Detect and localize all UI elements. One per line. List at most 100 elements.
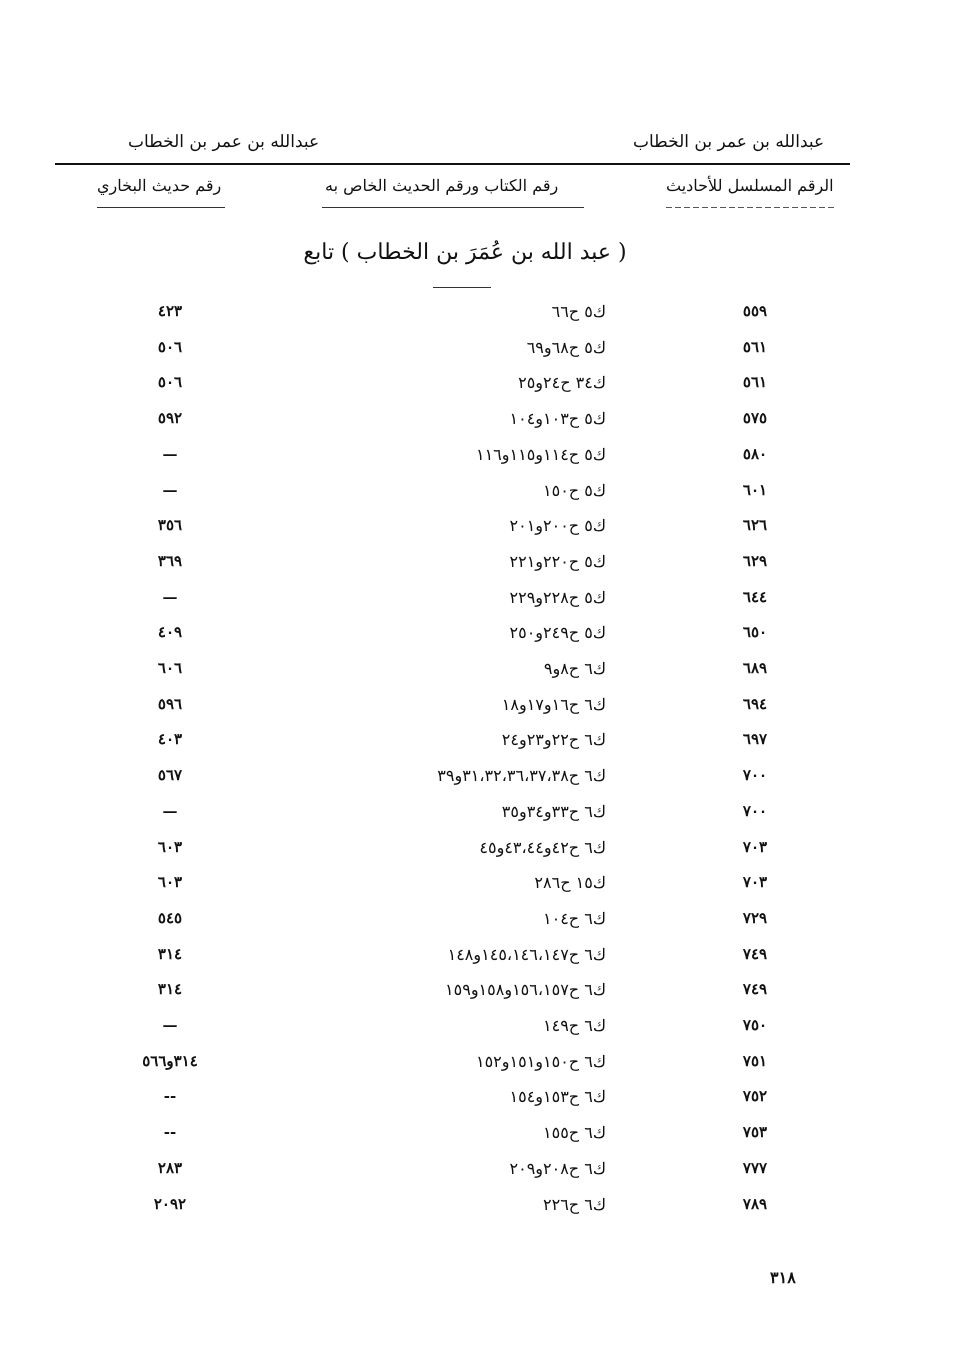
bukhari-number: ٦٠٦ (157, 659, 183, 677)
serial-number: ٦٩٧ (742, 730, 768, 749)
book-hadith-ref: ك٦ ح١٥٠و١٥١و١٥٢ (475, 1051, 606, 1071)
table-row: ٦٠١ ك٥ ح١٥٠ — (0, 481, 956, 511)
book-hadith-ref: ك٥ ح١٥٠ (543, 480, 606, 500)
bukhari-number: ٢٠٩٢ (153, 1194, 187, 1213)
serial-number: ٦٢٩ (742, 551, 768, 570)
bukhari-number: ٤٠٩ (157, 623, 183, 642)
column-header-serial: الرقم المسلسل للأحاديث (666, 176, 834, 195)
bukhari-number: ٥٤٥ (157, 908, 183, 927)
book-hadith-ref: ك٦ ح١٦و١٧و١٨ (501, 694, 606, 714)
serial-number: ٧٠٣ (742, 873, 768, 892)
serial-number: ٧٥٣ (742, 1123, 768, 1142)
bukhari-number: ٦٠٣ (157, 837, 183, 856)
serial-number: ٧٤٩ (742, 980, 768, 999)
book-hadith-ref: ك١٥ ح٢٨٦ (534, 873, 606, 893)
running-head-right: عبدالله بن عمر بن الخطاب (633, 132, 825, 152)
table-row: ٧٠٣ ك٦ ح٤٢و٤٣،٤٤و٤٥ ٦٠٣ (0, 838, 956, 868)
bukhari-number: — (162, 480, 178, 499)
bukhari-number: — (162, 444, 178, 463)
serial-number: ٥٦١ (742, 373, 768, 392)
book-hadith-ref: ك٦ ح٢٠٨و٢٠٩ (509, 1158, 607, 1178)
bukhari-number: ٣١٤ (157, 980, 183, 999)
table-row: ٦٢٩ ك٥ ح٢٢٠و٢٢١ ٣٦٩ (0, 552, 956, 582)
book-hadith-ref: ك٦ ح٢٢٦ (543, 1194, 606, 1214)
serial-number: ٦٥٠ (742, 623, 768, 642)
serial-number: ٥٥٩ (742, 302, 768, 320)
serial-number: ٦٠١ (742, 480, 768, 499)
serial-number: ٧٥١ (742, 1051, 768, 1070)
table-row: ٧٨٩ ك٦ ح٢٢٦ ٢٠٩٢ (0, 1195, 956, 1225)
bukhari-number: ٦٠٣ (157, 873, 183, 892)
book-hadith-ref: ك٥ ح٢٢٠و٢٢١ (509, 551, 607, 571)
bukhari-number: ٥٩٦ (157, 694, 183, 713)
title-underline (433, 287, 491, 288)
bukhari-number: — (162, 587, 178, 606)
serial-number: ٥٦١ (742, 337, 768, 356)
table-row: ٦٩٧ ك٦ ح٢٢و٢٣و٢٤ ٤٠٣ (0, 730, 956, 760)
bukhari-number: -- (163, 1123, 177, 1142)
bukhari-number: ٤٠٣ (157, 730, 183, 749)
bukhari-number: ٣٥٦ (157, 516, 183, 535)
table-row: ٧٥٢ ك٦ ح١٥٣و١٥٤ -- (0, 1087, 956, 1117)
book-hadith-ref: ك٦ ح٣٣و٣٤و٣٥ (501, 801, 606, 821)
book-hadith-ref: ك٥ ح٢٠٠و٢٠١ (509, 516, 607, 536)
book-hadith-ref: ك٥ ح٦٨و٦٩ (526, 337, 606, 357)
table-row: ٧٥٠ ك٦ ح١٤٩ — (0, 1016, 956, 1046)
serial-number: ٧٥٠ (742, 1016, 768, 1034)
serial-number: ٥٧٥ (742, 409, 768, 428)
book-hadith-ref: ك٦ ح٣١،٣٢،٣٦،٣٧،٣٨و٣٩ (437, 766, 606, 786)
column-underline (97, 207, 225, 208)
bukhari-number: ٥٠٦ (157, 373, 183, 392)
table-row: ٧٤٩ ك٦ ح١٥٦،١٥٧و١٥٨و١٥٩ ٣١٤ (0, 980, 956, 1010)
table-row: ٦٩٤ ك٦ ح١٦و١٧و١٨ ٥٩٦ (0, 695, 956, 725)
page-number: ٣١٨ (770, 1268, 796, 1287)
section-title: ( عبد الله بن عُمَرَ بن الخطاب ) تابع (303, 240, 627, 265)
table-row: ٧٥٣ ك٦ ح١٥٥ -- (0, 1123, 956, 1153)
table-row: ٥٦١ ك٣٤ ح٢٤و٢٥ ٥٠٦ (0, 373, 956, 403)
column-header-bukhari: رقم حديث البخاري (97, 176, 222, 195)
table-row: ٥٧٥ ك٥ ح١٠٣و١٠٤ ٥٩٢ (0, 409, 956, 439)
book-hadith-ref: ك٦ ح١٥٣و١٥٤ (509, 1087, 607, 1107)
table-row: ٧٠٠ ك٦ ح٣١،٣٢،٣٦،٣٧،٣٨و٣٩ ٥٦٧ (0, 766, 956, 796)
book-hadith-ref: ك٦ ح١٥٥ (543, 1123, 606, 1143)
book-hadith-ref: ك٥ ح١٠٣و١٠٤ (509, 409, 607, 429)
table-row: ٧٧٧ ك٦ ح٢٠٨و٢٠٩ ٢٨٣ (0, 1159, 956, 1189)
serial-number: ٧٤٩ (742, 944, 768, 963)
column-header-book-hadith: رقم الكتاب ورقم الحديث الخاص به (325, 176, 559, 195)
serial-number: ٧٠٣ (742, 837, 768, 856)
table-row: ٦٤٤ ك٥ ح٢٢٨و٢٢٩ — (0, 588, 956, 618)
column-underline (322, 207, 584, 208)
serial-number: ٥٨٠ (742, 444, 768, 463)
serial-number: ٧٥٢ (742, 1087, 768, 1106)
table-row: ٧٥١ ك٦ ح١٥٠و١٥١و١٥٢ ٣١٤و٥٦٦ (0, 1052, 956, 1082)
bukhari-number: ٤٢٣ (157, 302, 183, 320)
serial-number: ٦٩٤ (742, 694, 768, 713)
bukhari-number: — (162, 801, 178, 820)
book-hadith-ref: ك٦ ح٢٢و٢٣و٢٤ (501, 730, 606, 750)
bukhari-number: ٣٦٩ (157, 551, 183, 570)
table-row: ٥٥٩ ك٥ ح٦٦ ٤٢٣ (0, 302, 956, 332)
book-hadith-ref: ك٥ ح١١٤و١١٥و١١٦ (475, 444, 606, 464)
serial-number: ٧٠٠ (742, 801, 768, 820)
bukhari-number: ٥٠٦ (157, 337, 183, 356)
table-row: ٥٨٠ ك٥ ح١١٤و١١٥و١١٦ — (0, 445, 956, 475)
running-head-left: عبدالله بن عمر بن الخطاب (128, 132, 320, 152)
serial-number: ٧٢٩ (742, 908, 768, 927)
book-hadith-ref: ك٦ ح١٤٩ (543, 1016, 606, 1035)
book-hadith-ref: ك٦ ح٨و٩ (543, 659, 606, 678)
book-hadith-ref: ك٦ ح٤٢و٤٣،٤٤و٤٥ (479, 837, 606, 857)
bukhari-number: ٢٨٣ (157, 1158, 183, 1177)
table-row: ٧٠٣ ك١٥ ح٢٨٦ ٦٠٣ (0, 873, 956, 903)
book-hadith-ref: ك٣٤ ح٢٤و٢٥ (518, 373, 606, 393)
table-row: ٧٠٠ ك٦ ح٣٣و٣٤و٣٥ — (0, 802, 956, 832)
bukhari-number: — (162, 1016, 178, 1034)
table-row: ٦٥٠ ك٥ ح٢٤٩و٢٥٠ ٤٠٩ (0, 623, 956, 653)
table-row: ٦٢٦ ك٥ ح٢٠٠و٢٠١ ٣٥٦ (0, 516, 956, 546)
book-hadith-ref: ك٥ ح٢٢٨و٢٢٩ (509, 587, 607, 607)
book-hadith-ref: ك٥ ح٢٤٩و٢٥٠ (509, 623, 607, 643)
table-row: ٥٦١ ك٥ ح٦٨و٦٩ ٥٠٦ (0, 338, 956, 368)
serial-number: ٧٠٠ (742, 766, 768, 785)
header-rule (55, 163, 850, 165)
serial-number: ٧٧٧ (742, 1158, 768, 1177)
